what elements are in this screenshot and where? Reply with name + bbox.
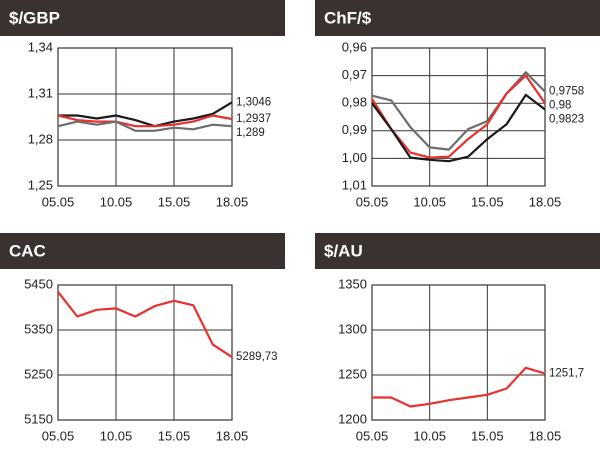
y-tick-label: 1300 <box>338 321 367 336</box>
y-tick-label: 1250 <box>338 366 367 381</box>
x-tick-label: 18.05 <box>529 194 562 209</box>
x-tick-label: 15.05 <box>158 428 191 443</box>
line-series <box>57 291 233 359</box>
value-label: 0,98 <box>549 100 571 112</box>
line-series <box>57 114 233 128</box>
x-tick-label: 05.05 <box>42 428 75 443</box>
x-tick-label: 10.05 <box>100 194 133 209</box>
y-tick-label: 0,98 <box>342 95 367 110</box>
y-tick-label: 5450 <box>24 276 53 291</box>
value-label: 0,9823 <box>549 114 584 126</box>
chart-title: ChF/$ <box>324 8 372 27</box>
value-label: 1251,7 <box>549 368 584 380</box>
y-tick-label: 1,28 <box>28 131 53 146</box>
x-tick-label: 18.05 <box>216 428 249 443</box>
y-tick-label: 1350 <box>338 276 367 291</box>
x-tick-label: 10.05 <box>413 428 446 443</box>
x-tick-label: 10.05 <box>413 194 446 209</box>
chart-title: $/GBP <box>9 8 60 27</box>
line-series <box>57 120 233 132</box>
y-tick-label: 0,99 <box>342 122 367 137</box>
value-label: 5289,73 <box>236 351 278 363</box>
x-tick-label: 18.05 <box>529 428 562 443</box>
x-tick-label: 15.05 <box>471 428 504 443</box>
x-tick-label: 18.05 <box>216 194 249 209</box>
line-series <box>58 101 233 128</box>
y-tick-label: 1,31 <box>28 85 53 100</box>
y-tick-label: 1,01 <box>342 177 367 192</box>
plot-frame <box>371 47 546 187</box>
header-bar <box>315 233 600 269</box>
y-tick-label: 5350 <box>24 321 53 336</box>
x-tick-label: 05.05 <box>356 428 389 443</box>
value-label: 1,289 <box>236 127 265 139</box>
x-tick-label: 05.05 <box>356 194 389 209</box>
header-bar <box>0 233 285 269</box>
y-tick-label: 5250 <box>24 366 53 381</box>
y-tick-label: 1200 <box>338 411 367 426</box>
y-tick-label: 0,97 <box>342 67 367 82</box>
y-tick-label: 1,00 <box>342 150 367 165</box>
y-tick-label: 1,34 <box>28 39 53 54</box>
x-tick-label: 15.05 <box>158 194 191 209</box>
chart-title: CAC <box>9 241 46 260</box>
y-tick-label: 1,25 <box>28 177 53 192</box>
line-series <box>371 93 546 163</box>
header-bar <box>0 0 285 36</box>
y-tick-label: 5150 <box>24 411 53 426</box>
y-tick-label: 0,96 <box>342 39 367 54</box>
chart-title: $/AU <box>324 241 363 260</box>
x-tick-label: 05.05 <box>42 194 75 209</box>
value-label: 1,2937 <box>236 113 271 125</box>
x-tick-label: 15.05 <box>471 194 504 209</box>
plot-frame <box>57 284 233 421</box>
x-tick-label: 10.05 <box>100 428 133 443</box>
value-label: 1,3046 <box>236 96 271 108</box>
line-series <box>371 74 546 159</box>
line-series <box>371 71 546 151</box>
line-series <box>372 366 546 408</box>
header-bar <box>315 0 600 36</box>
value-label: 0,9758 <box>549 86 584 98</box>
